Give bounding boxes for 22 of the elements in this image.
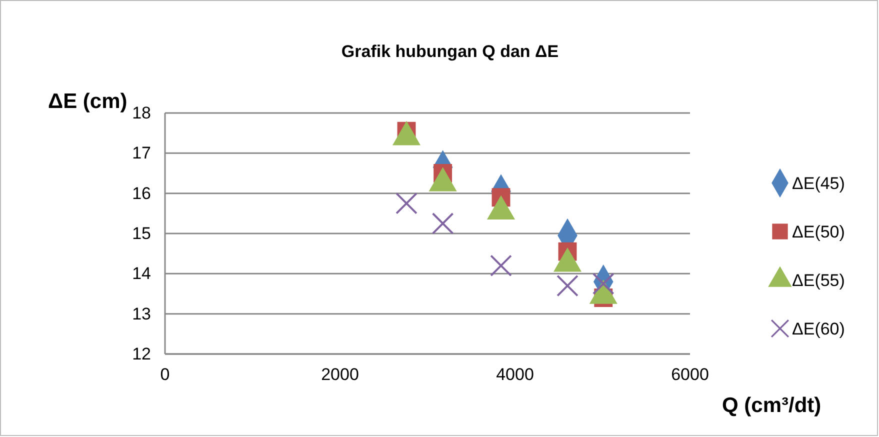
y-tick-label: 16 xyxy=(132,184,151,203)
y-tick-label: 13 xyxy=(132,304,151,324)
y-tick-label: 15 xyxy=(132,224,151,243)
legend-label: ΔE(55) xyxy=(792,271,845,290)
point xyxy=(396,192,418,214)
y-tick-label: 18 xyxy=(132,103,151,122)
y-axis-title: ΔE (cm) xyxy=(48,90,128,113)
y-tick-label: 17 xyxy=(132,144,151,163)
x-axis-title: Q (cm³/dt) xyxy=(722,394,822,417)
x-tick-label: 6000 xyxy=(671,365,709,384)
y-tick-label: 12 xyxy=(132,344,151,364)
x-tick-label: 0 xyxy=(160,365,170,384)
x-tick-label: 2000 xyxy=(321,365,359,384)
point xyxy=(432,212,454,234)
point xyxy=(556,274,578,297)
x-tick-label: 4000 xyxy=(496,365,534,384)
y-tick-label: 14 xyxy=(132,264,151,284)
legend-label: ΔE(60) xyxy=(792,320,845,338)
legend-label: ΔE(45) xyxy=(792,174,845,193)
legend-label: ΔE(50) xyxy=(792,222,845,242)
point xyxy=(490,254,512,277)
chart-title: Grafik hubungan Q dan ΔE xyxy=(341,42,559,61)
